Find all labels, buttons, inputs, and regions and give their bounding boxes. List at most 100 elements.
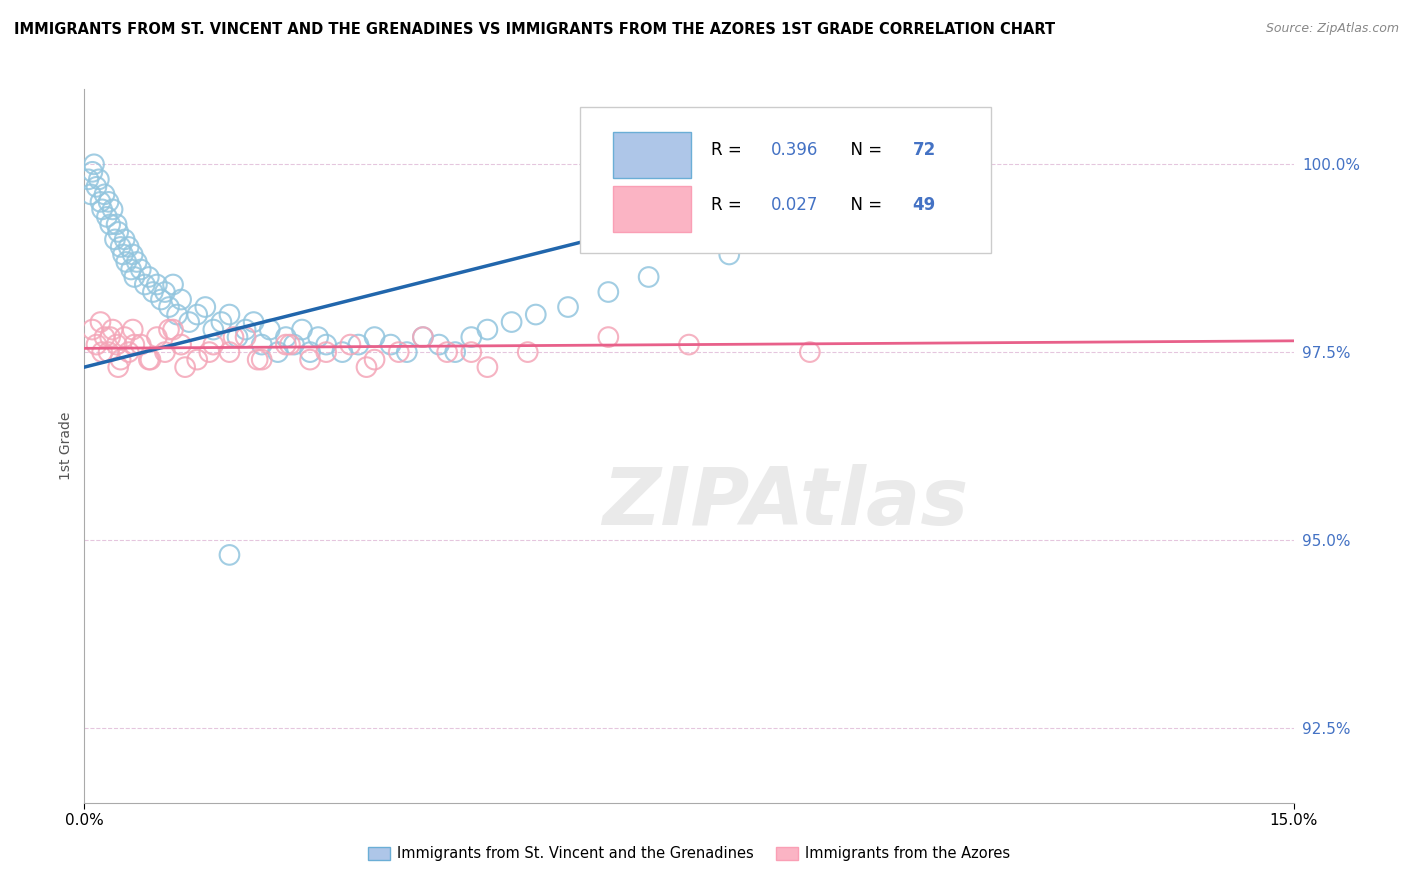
Point [112,247,135,261]
Point [347,337,370,351]
Point [91,345,114,359]
Point [86,179,108,194]
Point [89,315,111,329]
Text: R =: R = [710,141,747,159]
Text: N =: N = [841,141,887,159]
Point [101,322,124,336]
Text: 49: 49 [912,196,936,214]
Point [110,240,132,254]
Point [235,330,257,344]
Point [129,262,152,277]
Point [89,194,111,209]
Point [307,330,329,344]
Point [427,337,450,351]
Point [299,345,322,359]
Text: 0.027: 0.027 [770,196,818,214]
Point [363,330,385,344]
Point [186,352,208,367]
Point [86,337,108,351]
Point [477,322,499,336]
Point [118,345,141,359]
Point [162,322,184,336]
Point [598,285,620,299]
Point [138,270,160,285]
Point [274,337,297,351]
Point [412,330,434,344]
Y-axis label: 1st Grade: 1st Grade [59,412,73,480]
Point [283,337,305,351]
Point [170,293,193,307]
Text: 0.396: 0.396 [770,141,818,159]
Point [250,352,273,367]
Point [97,194,120,209]
Point [839,218,862,232]
Point [121,247,143,261]
Point [250,337,273,351]
Point [524,308,547,322]
Point [557,300,579,314]
Point [98,330,121,344]
Point [356,360,378,375]
Text: Source: ZipAtlas.com: Source: ZipAtlas.com [1265,22,1399,36]
FancyBboxPatch shape [581,107,991,253]
Point [153,285,176,299]
Point [146,330,169,344]
Point [330,345,353,359]
Point [202,322,225,336]
FancyBboxPatch shape [613,186,692,232]
Text: R =: R = [710,196,747,214]
Point [170,337,193,351]
Point [77,172,100,186]
Point [97,345,120,359]
Point [799,345,821,359]
Point [105,337,128,351]
Point [115,255,138,269]
Point [82,165,104,179]
Point [129,337,152,351]
Point [380,337,402,351]
Point [105,218,128,232]
Point [93,330,115,344]
Point [139,352,162,367]
Point [477,360,499,375]
Point [363,352,385,367]
Legend: Immigrants from St. Vincent and the Grenadines, Immigrants from the Azores: Immigrants from St. Vincent and the Gren… [363,840,1015,867]
Point [96,210,118,224]
Point [87,172,110,186]
Point [299,352,322,367]
Point [291,322,314,336]
Point [278,337,301,351]
Point [83,157,105,171]
Point [460,345,482,359]
Point [134,277,156,292]
Point [107,225,129,239]
Point [218,345,240,359]
Point [149,293,172,307]
Point [267,345,290,359]
Point [235,322,257,336]
Point [412,330,434,344]
Point [678,337,700,351]
Point [436,345,458,359]
Point [516,345,538,359]
Point [110,352,132,367]
Point [246,352,269,367]
Point [198,345,221,359]
Point [186,308,208,322]
Point [339,337,361,351]
Point [124,270,146,285]
Point [162,277,184,292]
Point [194,300,217,314]
Point [125,255,148,269]
Point [91,202,114,217]
Point [157,300,180,314]
Point [179,315,201,329]
Point [718,247,741,261]
Point [101,202,124,217]
Point [93,187,115,202]
Text: 72: 72 [912,141,936,159]
Point [242,315,264,329]
Point [107,360,129,375]
Point [166,308,188,322]
Point [202,337,225,351]
